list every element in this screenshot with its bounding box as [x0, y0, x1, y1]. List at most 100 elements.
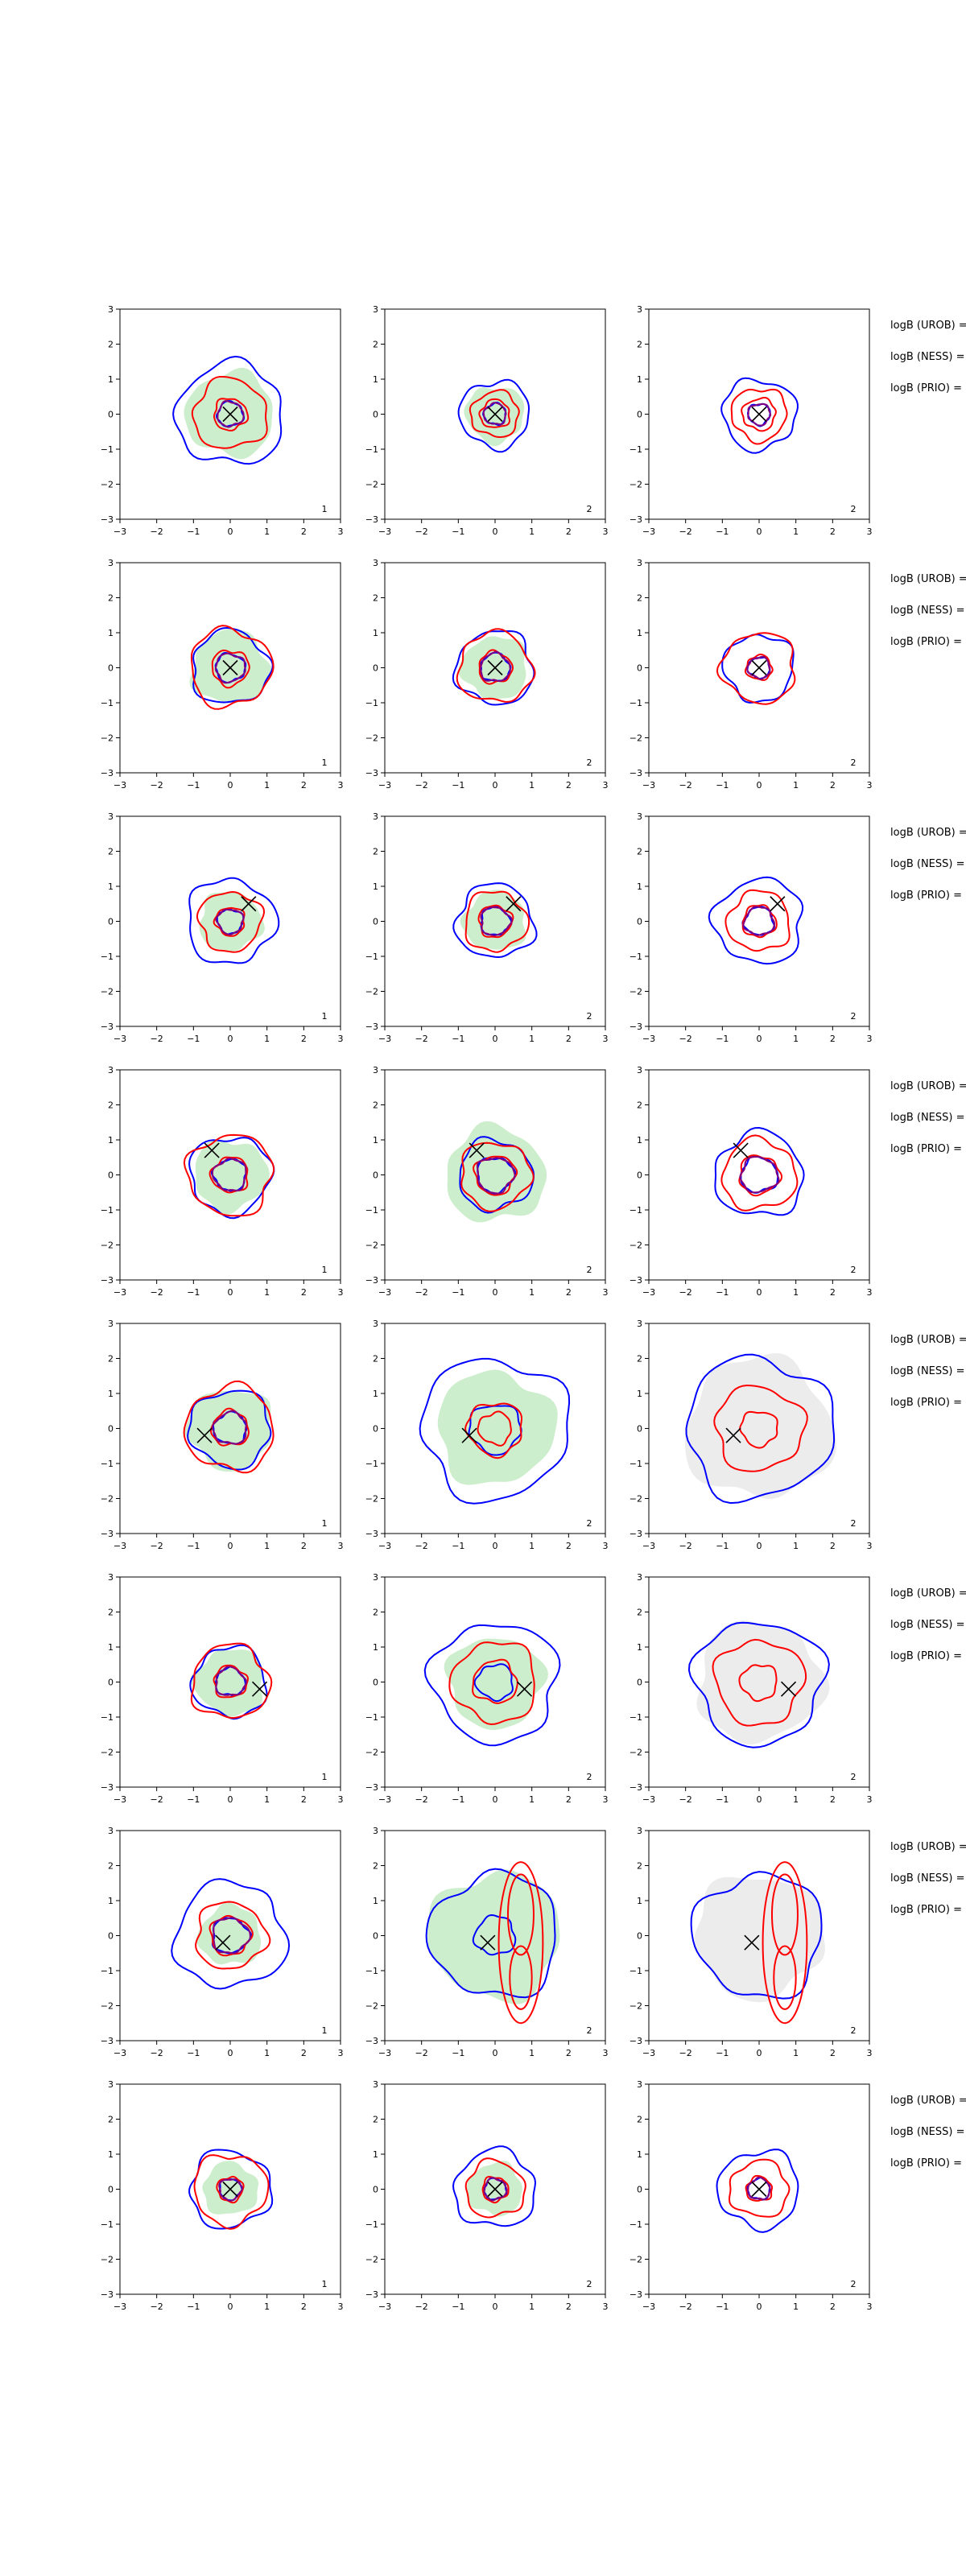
y-tick-label: 0	[373, 410, 378, 420]
contour-red	[473, 1155, 518, 1196]
x-tick-label: −1	[452, 526, 464, 537]
y-tick-label: 2	[373, 847, 378, 857]
contour-red-ellipse	[762, 1861, 808, 2025]
x-tick-label: −2	[151, 1541, 163, 1551]
x-tick-label: 1	[264, 2301, 270, 2312]
contour-red	[190, 625, 275, 710]
panel-r8-c3: −3−3 −2 −2 −1 −1 0 0 1 1 2 2 3 3 2	[630, 2079, 873, 2312]
x-tick-label: −1	[716, 1794, 729, 1805]
y-tick-label: −2	[630, 1241, 642, 1251]
x-tick-label: −3	[378, 1034, 391, 1044]
contour-purple	[479, 650, 511, 682]
plot-area	[419, 1357, 571, 1505]
y-tick-label: 0	[108, 663, 114, 674]
y-tick-label: 3	[637, 811, 642, 822]
contour-purple	[215, 908, 245, 935]
panel-id-label: 2	[851, 1518, 857, 1529]
x-tick-label: 0	[493, 1794, 498, 1805]
x-tick-label: 1	[793, 2301, 799, 2312]
contour-purple	[482, 402, 507, 425]
x-tick-label: 3	[603, 526, 609, 537]
y-tick-label: −1	[365, 2219, 378, 2230]
x-tick-label: −2	[415, 1034, 428, 1044]
panel-id-label: 2	[851, 1011, 857, 1022]
panel-r1-c3: −3−3 −2 −2 −1 −1 0 0 1 1 2 2 3 3 2	[630, 304, 873, 537]
y-tick-label: −3	[101, 514, 114, 525]
x-tick-label: 0	[228, 526, 233, 537]
x-tick-label: 3	[338, 1287, 344, 1298]
y-tick-label: −2	[630, 1748, 642, 1758]
contour-red	[456, 628, 536, 703]
x-tick-label: 1	[793, 1287, 799, 1298]
x-tick-label: 0	[228, 780, 233, 791]
contour-red	[183, 1133, 275, 1217]
x-tick-label: −1	[187, 1287, 200, 1298]
x-tick-label: 0	[757, 1541, 762, 1551]
y-tick-label: 3	[637, 1572, 642, 1583]
y-tick-label: −3	[630, 1275, 642, 1286]
y-tick-label: −1	[630, 1966, 642, 1976]
contour-red	[190, 1642, 273, 1719]
y-tick-label: −3	[365, 2036, 378, 2046]
panel-r5-c1: −3−3 −2 −2 −1 −1 0 0 1 1 2 2 3 3 1	[101, 1319, 344, 1551]
x-tick-label: −3	[114, 1034, 126, 1044]
y-tick-label: −2	[101, 1748, 114, 1758]
logb-label: logB (UROB) =	[890, 2095, 966, 2107]
y-tick-label: −3	[365, 768, 378, 778]
plot-area	[183, 1133, 275, 1220]
contour-red	[738, 1664, 778, 1703]
y-tick-label: 1	[108, 628, 114, 638]
x-tick-label: 0	[757, 2301, 762, 2312]
contour-red	[728, 2158, 791, 2218]
y-tick-label: 3	[373, 1826, 378, 1836]
contour-blue	[690, 1871, 823, 2000]
x-tick-label: 0	[493, 780, 498, 791]
y-tick-label: −1	[365, 1459, 378, 1469]
x-tick-label: −3	[642, 1541, 655, 1551]
panel-r2-c2: −3−3 −2 −2 −1 −1 0 0 1 1 2 2 3 3 2	[365, 558, 609, 791]
x-tick-label: −2	[151, 1794, 163, 1805]
y-tick-label: 2	[637, 1608, 642, 1618]
logb-label: logB (PRIO) =	[890, 382, 962, 394]
y-tick-label: 1	[108, 374, 114, 385]
contour-red	[712, 1638, 807, 1727]
panel-id-label: 2	[587, 2025, 592, 2036]
y-tick-label: 0	[373, 2185, 378, 2195]
contour-blue	[188, 1137, 275, 1220]
contour-purple	[212, 1157, 247, 1191]
x-tick-label: 1	[529, 1287, 535, 1298]
x-tick-label: −2	[679, 1287, 692, 1298]
x-tick-label: 0	[493, 526, 498, 537]
y-tick-label: −1	[365, 444, 378, 455]
x-tick-label: −3	[378, 1287, 391, 1298]
contour-purple	[483, 2177, 508, 2202]
panel-id-label: 1	[322, 758, 328, 768]
logb-label: logB (UROB) =	[890, 1080, 966, 1092]
x-tick-label: 2	[830, 1794, 836, 1805]
y-tick-label: −1	[365, 698, 378, 708]
y-tick-label: 1	[637, 1642, 642, 1653]
logb-label: logB (PRIO) =	[890, 1904, 962, 1916]
x-tick-label: 3	[603, 1287, 609, 1298]
x-tick-label: −2	[151, 2048, 163, 2058]
y-tick-label: −2	[101, 2001, 114, 2012]
y-tick-label: 2	[108, 1861, 114, 1872]
x-tick-label: 2	[301, 1287, 307, 1298]
y-tick-label: −1	[365, 952, 378, 962]
contour-blue	[687, 1621, 830, 1748]
true-value-marker	[222, 2181, 238, 2198]
x-tick-label: 3	[867, 2048, 873, 2058]
x-tick-label: 2	[301, 526, 307, 537]
y-tick-label: 0	[373, 663, 378, 674]
true-value-marker	[241, 896, 257, 912]
y-tick-label: 3	[637, 1319, 642, 1329]
x-tick-label: 1	[529, 1794, 535, 1805]
y-tick-label: 1	[108, 1389, 114, 1399]
y-tick-label: 2	[373, 1861, 378, 1872]
x-tick-label: 0	[493, 1541, 498, 1551]
panel-id-label: 2	[851, 2025, 857, 2036]
panel-id-label: 2	[587, 1265, 592, 1275]
true-value-marker	[469, 1142, 485, 1158]
x-tick-label: −2	[151, 1287, 163, 1298]
logb-label: logB (UROB) =	[890, 827, 966, 839]
